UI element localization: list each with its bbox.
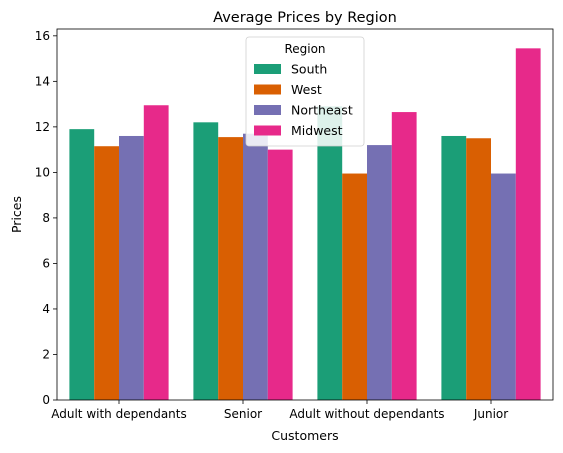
x-axis: Adult with dependants Senior Adult without… <box>51 400 508 421</box>
x-tick-label: Senior <box>224 407 262 421</box>
y-axis-label: Prices <box>9 196 24 233</box>
y-tick-label: 16 <box>35 29 50 43</box>
y-tick-label: 0 <box>42 393 50 407</box>
bar-west-adult-without-dependants <box>342 173 367 400</box>
x-tick-label: Junior <box>473 407 508 421</box>
bar-northeast-junior <box>491 173 516 400</box>
y-tick-label: 6 <box>42 256 50 270</box>
chart-title: Average Prices by Region <box>213 10 397 26</box>
legend: Region South West Northeast Midwest <box>245 36 365 147</box>
legend-label-west: West <box>291 82 322 97</box>
bar-midwest-adult-without-dependants <box>391 112 417 400</box>
bar-south-senior <box>193 122 219 400</box>
bars-group <box>69 48 541 401</box>
bar-west-junior <box>466 138 491 401</box>
y-tick-label: 10 <box>35 165 50 179</box>
bar-northeast-adult-without-dependants <box>367 145 392 400</box>
bar-south-junior <box>441 135 467 400</box>
bar-west-adult-with-dependants <box>94 146 119 400</box>
y-tick-label: 8 <box>42 211 50 225</box>
legend-swatch-midwest <box>254 125 281 136</box>
bar-midwest-senior <box>267 149 293 400</box>
legend-label-northeast: Northeast <box>291 103 353 118</box>
x-axis-label: Customers <box>271 428 338 443</box>
legend-title: Region <box>284 42 325 56</box>
y-tick-label: 2 <box>42 347 50 361</box>
legend-swatch-northeast <box>254 105 281 115</box>
legend-swatch-west <box>254 84 281 95</box>
bar-midwest-adult-with-dependants <box>143 105 169 400</box>
bar-midwest-junior <box>515 48 541 401</box>
y-axis: 0 2 4 6 8 10 12 14 16 <box>35 29 57 407</box>
legend-label-midwest: Midwest <box>291 123 343 138</box>
plot-frame <box>56 28 554 401</box>
y-tick-label: 4 <box>42 302 50 316</box>
bar-west-senior <box>218 137 243 400</box>
x-tick-label: Adult without dependants <box>289 407 444 421</box>
bar-south-adult-without-dependants <box>317 106 343 400</box>
bar-northeast-senior <box>243 133 268 400</box>
y-tick-label: 14 <box>35 74 50 88</box>
y-tick-label: 12 <box>35 120 50 134</box>
bar-south-adult-with-dependants <box>69 129 95 401</box>
legend-swatch-south <box>254 64 281 74</box>
bar-northeast-adult-with-dependants <box>119 135 144 400</box>
legend-label-south: South <box>291 62 327 77</box>
x-tick-label: Adult with dependants <box>51 407 187 421</box>
